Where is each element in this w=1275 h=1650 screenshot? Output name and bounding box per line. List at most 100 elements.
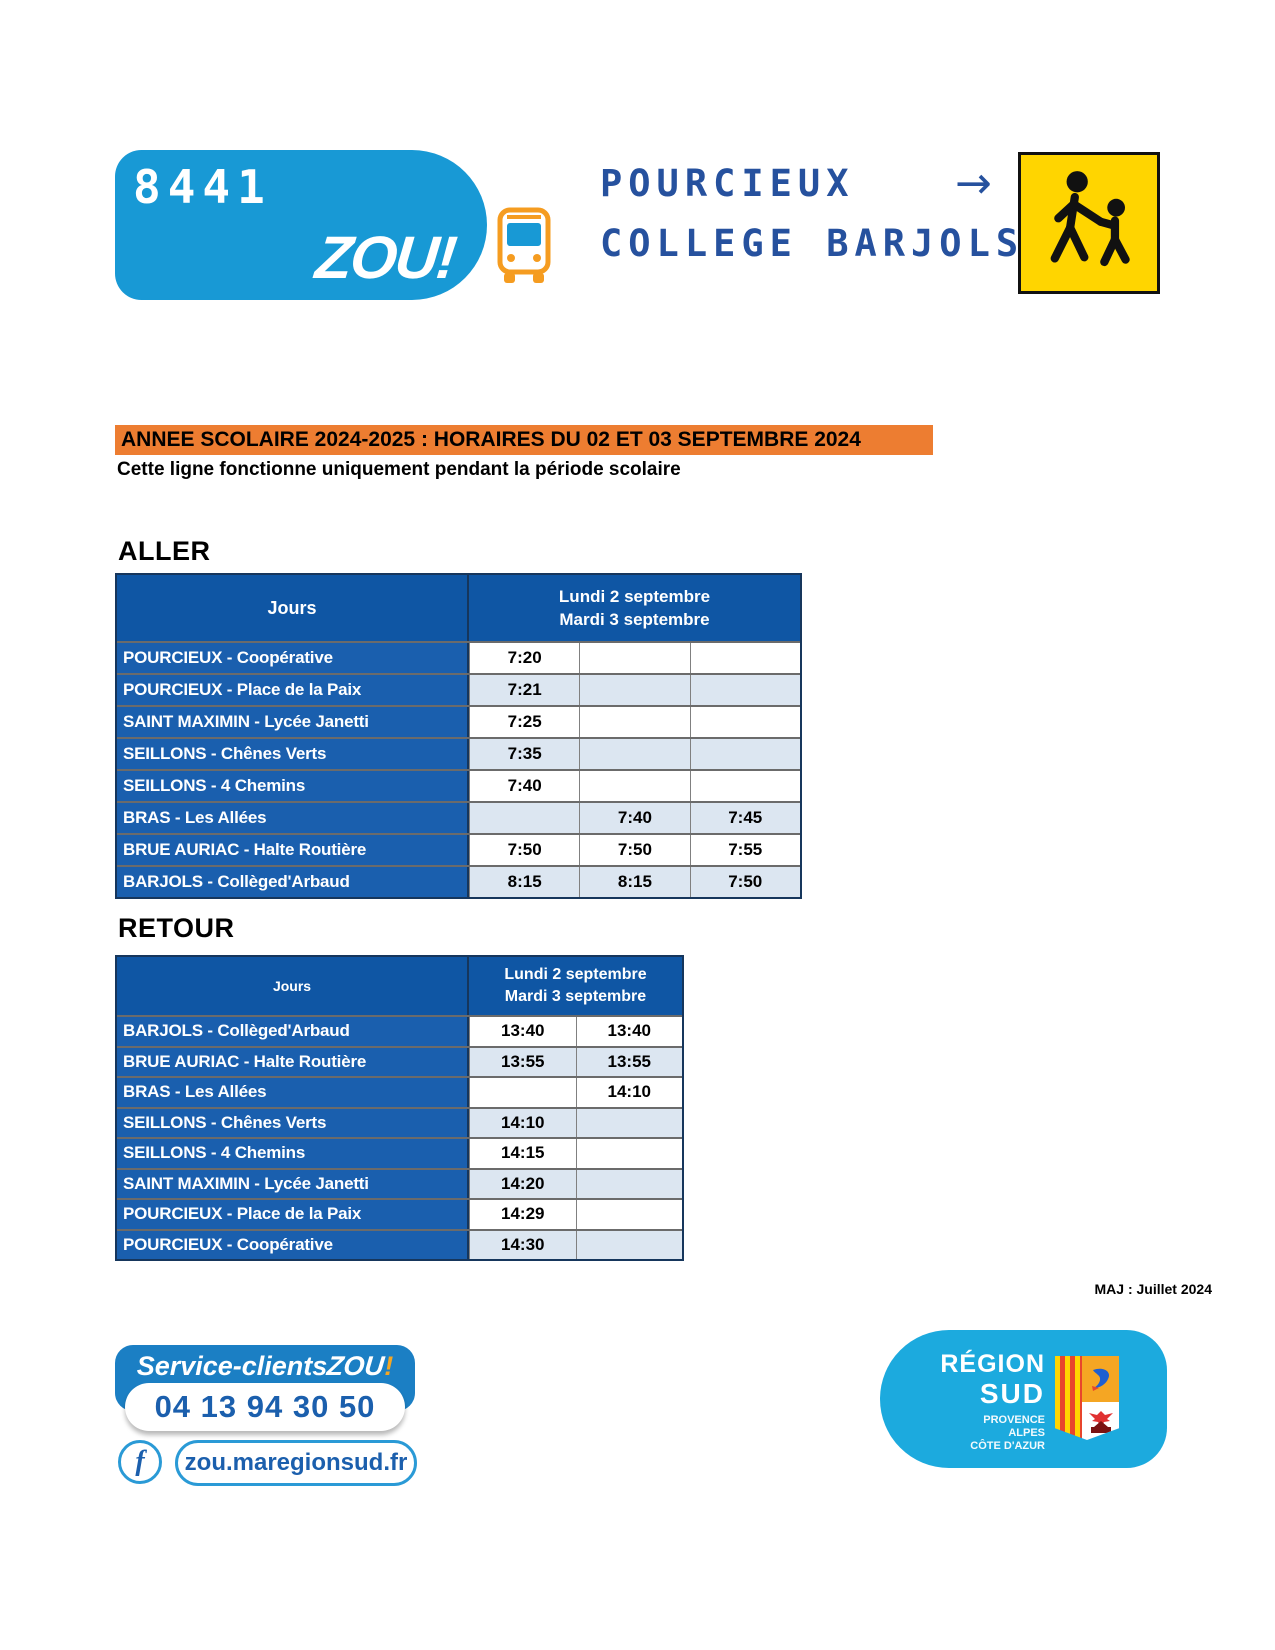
zou-logo: ZOU!: [312, 224, 459, 291]
table-row: POURCIEUX - Place de la Paix 14:29: [117, 1198, 682, 1229]
aller-table-header: Jours Lundi 2 septembre Mardi 3 septembr…: [117, 575, 800, 641]
time-cell: 14:10: [469, 1108, 576, 1137]
time-cell: 13:55: [575, 1047, 682, 1076]
time-cell: 14:29: [469, 1200, 576, 1229]
jours-header-cell: Jours: [117, 957, 469, 1015]
region-coat-of-arms-icon: [1055, 1356, 1119, 1440]
time-cell: 14:10: [575, 1078, 682, 1107]
date-line-2: Mardi 3 septembre: [559, 610, 710, 629]
route-title: POURCIEUX COLLEGE BARJOLS: [600, 162, 1024, 265]
date-line-1: Lundi 2 septembre: [504, 966, 647, 983]
rows: POURCIEUX - Coopérative 7:20 POURCIEUX - P…: [117, 641, 800, 897]
stop-name: SAINT MAXIMIN - Lycée Janetti: [117, 1169, 469, 1198]
time-cell: [689, 707, 800, 737]
time-cell: [579, 771, 690, 801]
stop-name: SEILLONS - Chênes Verts: [117, 1108, 469, 1137]
table-row: SEILLONS - Chênes Verts 14:10: [117, 1106, 682, 1137]
table-row: BARJOLS - Collèged'Arbaud 8:15 8:15 7:50: [117, 865, 800, 897]
region-line2: SUD: [979, 1378, 1045, 1409]
time-cell: 7:50: [469, 835, 580, 865]
stop-name: POURCIEUX - Place de la Paix: [117, 1200, 469, 1229]
time-cell: 14:15: [469, 1139, 576, 1168]
service-zou-brand: ZOU: [325, 1351, 386, 1381]
time-cell: [689, 739, 800, 769]
stop-name: BRAS - Les Allées: [117, 1078, 469, 1107]
table-row: BRAS - Les Allées 14:10: [117, 1076, 682, 1107]
stop-name: SEILLONS - 4 Chemins: [117, 771, 469, 801]
aller-table: Jours Lundi 2 septembre Mardi 3 septembr…: [115, 573, 802, 899]
table-row: BRUE AURIAC - Halte Routière 7:50 7:50 7:55: [117, 833, 800, 865]
retour-heading: RETOUR: [118, 913, 235, 943]
table-row: BARJOLS - Collèged'Arbaud 13:40 13:40: [117, 1015, 682, 1046]
service-label-text: Service-clients: [136, 1351, 328, 1381]
time-cell: [689, 675, 800, 705]
facebook-icon[interactable]: f: [118, 1440, 162, 1484]
website-link[interactable]: zou.maregionsud.fr: [175, 1440, 417, 1486]
dates-header-cell: Lundi 2 septembre Mardi 3 septembre: [469, 957, 682, 1015]
table-row: SEILLONS - 4 Chemins 7:40: [117, 769, 800, 801]
date-line-2: Mardi 3 septembre: [504, 988, 647, 1005]
table-row: SAINT MAXIMIN - Lycée Janetti 7:25: [117, 705, 800, 737]
region-sub1: PROVENCE: [983, 1414, 1045, 1426]
time-cell: [575, 1139, 682, 1168]
table-row: POURCIEUX - Place de la Paix 7:21: [117, 673, 800, 705]
stop-name: BARJOLS - Collèged'Arbaud: [117, 1017, 469, 1046]
stop-name: BRUE AURIAC - Halte Routière: [117, 835, 469, 865]
service-phone-number[interactable]: 04 13 94 30 50: [125, 1383, 405, 1431]
retour-table: Jours Lundi 2 septembre Mardi 3 septembr…: [115, 955, 684, 1261]
update-date-note: MAJ : Juillet 2024: [1094, 1281, 1213, 1297]
banner-subtitle: Cette ligne fonctionne uniquement pendan…: [117, 459, 681, 480]
time-cell: [469, 1078, 576, 1107]
region-sub3: CÔTE D'AZUR: [970, 1440, 1045, 1452]
date-line-1: Lundi 2 septembre: [558, 587, 711, 606]
time-cell: [575, 1108, 682, 1137]
time-cell: [579, 739, 690, 769]
stop-name: SEILLONS - 4 Chemins: [117, 1139, 469, 1168]
stop-name: SAINT MAXIMIN - Lycée Janetti: [117, 707, 469, 737]
time-cell: 7:20: [469, 643, 580, 673]
route-destination: COLLEGE BARJOLS: [600, 222, 1025, 265]
time-cell: 8:15: [579, 867, 690, 897]
retour-table-header: Jours Lundi 2 septembre Mardi 3 septembr…: [117, 957, 682, 1015]
time-cell: 7:35: [469, 739, 580, 769]
dolphin-icon: [1091, 1368, 1109, 1391]
route-origin: POURCIEUX: [600, 162, 855, 205]
stop-name: POURCIEUX - Place de la Paix: [117, 675, 469, 705]
table-row: BRUE AURIAC - Halte Routière 13:55 13:55: [117, 1045, 682, 1076]
time-cell: 7:55: [689, 835, 800, 865]
region-sub2: ALPES: [1008, 1427, 1045, 1439]
stop-name: BRUE AURIAC - Halte Routière: [117, 1047, 469, 1076]
school-year-banner: ANNEE SCOLAIRE 2024-2025 : HORAIRES DU 0…: [115, 425, 933, 455]
jours-header-cell: Jours: [117, 575, 469, 641]
stop-name: POURCIEUX - Coopérative: [117, 643, 469, 673]
stop-name: SEILLONS - Chênes Verts: [117, 739, 469, 769]
bus-icon: [495, 203, 553, 290]
table-row: POURCIEUX - Coopérative 14:30: [117, 1228, 682, 1259]
table-row: SEILLONS - Chênes Verts 7:35: [117, 737, 800, 769]
table-row: POURCIEUX - Coopérative 7:20: [117, 641, 800, 673]
time-cell: 7:40: [579, 803, 690, 833]
time-cell: 13:55: [469, 1047, 576, 1076]
time-cell: 14:30: [469, 1230, 576, 1259]
rows: BARJOLS - Collèged'Arbaud 13:40 13:40 BRUE …: [117, 1015, 682, 1259]
time-cell: [575, 1169, 682, 1198]
time-cell: [689, 771, 800, 801]
zou-brand-blob: 8441 ZOU!: [115, 150, 487, 300]
table-row: BRAS - Les Allées 7:40 7:45: [117, 801, 800, 833]
time-cell: 7:50: [579, 835, 690, 865]
time-cell: 7:21: [469, 675, 580, 705]
table-row: SAINT MAXIMIN - Lycée Janetti 14:20: [117, 1167, 682, 1198]
eagle-icon: [1088, 1411, 1113, 1433]
region-line1: RÉGION: [940, 1350, 1045, 1378]
table-row: SEILLONS - 4 Chemins 14:15: [117, 1137, 682, 1168]
time-cell: 7:45: [689, 803, 800, 833]
time-cell: [575, 1200, 682, 1229]
region-sud-text: RÉGION SUD PROVENCE ALPES CÔTE D'AZUR: [940, 1352, 1045, 1453]
service-clients-badge: Service-clients ZOU! 04 13 94 30 50: [115, 1345, 415, 1435]
dates-header-cell: Lundi 2 septembre Mardi 3 septembre: [469, 575, 800, 641]
stop-name: BARJOLS - Collèged'Arbaud: [117, 867, 469, 897]
stop-name: POURCIEUX - Coopérative: [117, 1230, 469, 1259]
time-cell: [469, 803, 580, 833]
aller-heading: ALLER: [118, 536, 211, 566]
